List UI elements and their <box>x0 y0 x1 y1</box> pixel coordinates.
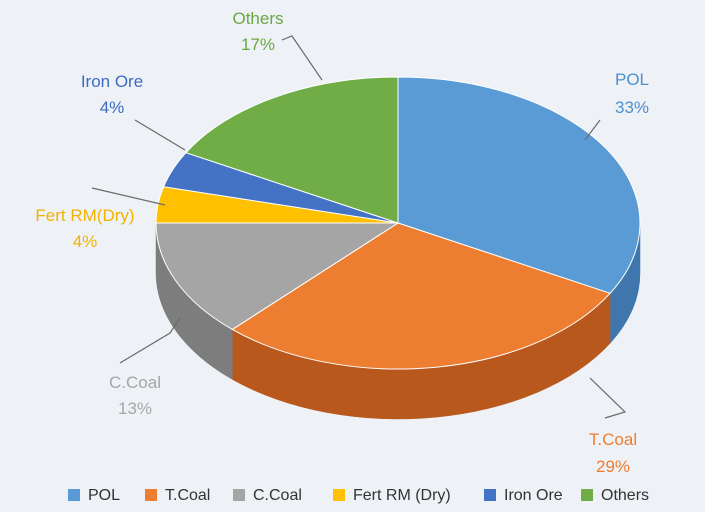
legend-swatch-iron-ore <box>484 489 496 501</box>
slice-name-label-t-coal: T.Coal <box>589 430 637 449</box>
slice-name-label-fert-rm: Fert RM(Dry) <box>35 206 134 225</box>
leader-line-others <box>281 35 323 81</box>
legend-label-others: Others <box>601 487 649 504</box>
slice-name-label-iron-ore: Iron Ore <box>81 72 143 91</box>
legend-label-t-coal: T.Coal <box>165 487 210 504</box>
legend-label-pol: POL <box>88 487 120 504</box>
legend-swatch-t-coal <box>145 489 157 501</box>
legend: POL T.Coal C.Coal Fert RM (Dry) Iron Ore Othe… <box>68 487 649 504</box>
leader-line-c-coal <box>119 317 181 364</box>
legend-swatch-others <box>581 489 593 501</box>
pie-slice-t-coal <box>231 222 611 370</box>
pie-slice-c-coal <box>155 222 400 331</box>
leader-line-fert-rm <box>91 187 166 206</box>
slice-name-label-others: Others <box>232 9 283 28</box>
pie-top-faces <box>155 76 641 370</box>
slice-percent-label-c-coal: 13% <box>118 399 152 418</box>
legend-label-c-coal: C.Coal <box>253 487 302 504</box>
pie-slice-others <box>185 76 399 224</box>
slice-name-label-c-coal: C.Coal <box>109 373 161 392</box>
leader-line-t-coal <box>589 377 627 419</box>
legend-swatch-pol <box>68 489 80 501</box>
slice-percent-label-fert-rm: 4% <box>73 232 98 251</box>
slice-percent-label-pol: 33% <box>615 98 649 117</box>
slice-percent-label-others: 17% <box>241 35 275 54</box>
slice-percent-label-t-coal: 29% <box>596 457 630 476</box>
legend-label-fert-rm: Fert RM (Dry) <box>353 487 451 504</box>
pie-slice-pol <box>397 76 641 294</box>
legend-swatch-c-coal <box>233 489 245 501</box>
leader-line-iron-ore <box>134 119 186 151</box>
slice-labels: POL 33% T.Coal 29% C.Coal 13% Fert RM(Dry) 4% Ir… <box>35 9 649 476</box>
leader-line-pol <box>584 119 601 141</box>
slice-name-label-pol: POL <box>615 70 649 89</box>
slice-percent-label-iron-ore: 4% <box>100 98 125 117</box>
legend-label-iron-ore: Iron Ore <box>504 487 563 504</box>
legend-swatch-fert-rm <box>333 489 345 501</box>
